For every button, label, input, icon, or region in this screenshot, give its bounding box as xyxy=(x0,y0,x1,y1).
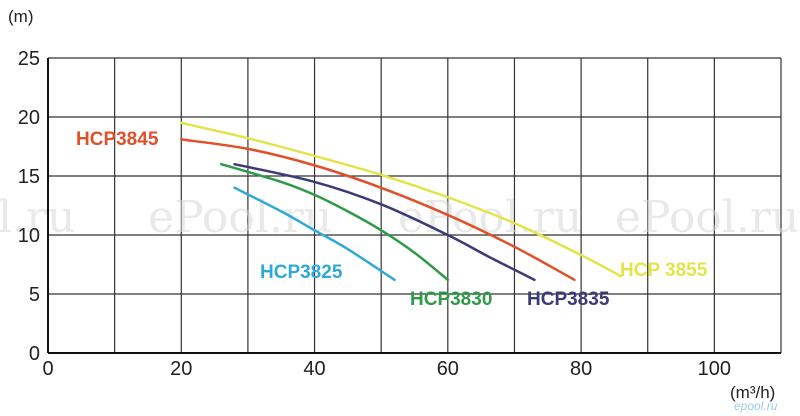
series-label-hcp3845: HCP3845 xyxy=(76,129,159,150)
series-label-hcp3835: HCP3835 xyxy=(527,289,610,310)
y-tick-label: 10 xyxy=(18,225,40,247)
x-tick-label: 40 xyxy=(303,358,325,380)
series-labels: HCP3845 HCP 3855 HCP3825 HCP3830 HCP3835 xyxy=(76,129,708,310)
corner-watermark: epool.ru xyxy=(734,399,778,413)
series-line-hcp3835 xyxy=(233,162,536,282)
watermark-text: ePool.ru xyxy=(148,192,332,243)
chart-axes: (m) (m³/h) xyxy=(8,7,781,402)
tick-labels: 0 20 40 60 80 100 0 5 10 15 20 25 xyxy=(18,48,731,380)
series-label-hcp3855: HCP 3855 xyxy=(620,260,708,281)
y-tick-label: 25 xyxy=(18,48,40,70)
y-tick-label: 20 xyxy=(18,107,40,129)
y-tick-label: 15 xyxy=(18,166,40,188)
x-tick-label: 60 xyxy=(437,358,459,380)
y-tick-label: 0 xyxy=(29,343,40,365)
x-tick-label: 100 xyxy=(698,358,731,380)
series-label-hcp3830: HCP3830 xyxy=(410,289,492,310)
watermark-text: l.ru xyxy=(0,192,75,243)
series-line-hcp3845 xyxy=(180,138,576,282)
series-label-hcp3825: HCP3825 xyxy=(260,262,343,283)
y-axis-label: (m) xyxy=(8,7,33,26)
x-tick-label: 80 xyxy=(570,358,592,380)
series-line-hcp3855 xyxy=(180,121,623,278)
x-tick-label: 0 xyxy=(42,358,53,380)
watermark-text: ePool.ru xyxy=(615,192,799,243)
x-tick-label: 20 xyxy=(170,358,192,380)
series-line-hcp3825 xyxy=(233,186,396,282)
watermarks: l.ru ePool.ru ePool.ru ePool.ru epool.ru xyxy=(0,192,799,413)
data-series xyxy=(180,121,623,282)
x-axis-label: (m³/h) xyxy=(730,383,775,402)
y-tick-label: 5 xyxy=(29,284,40,306)
series-line-hcp3830 xyxy=(220,162,450,282)
